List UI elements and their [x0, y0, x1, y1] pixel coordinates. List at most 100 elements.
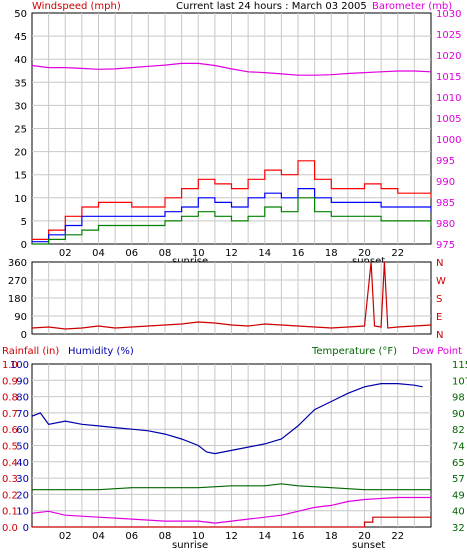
- panel2-grid: [32, 262, 431, 334]
- x-tick-label: 04: [92, 248, 105, 259]
- series-line: [31, 62, 432, 76]
- y-tick-humidity: 70: [16, 409, 29, 420]
- rain-humidity-temp-panel: 02 04 06 08 10 12 14 16 18 20 220.0 0 320.110 400.220…: [2, 346, 467, 551]
- y-tick-rain: 0.4: [2, 458, 18, 469]
- y-tick-temp: 57: [452, 474, 465, 485]
- sunrise-label-3: sunrise: [172, 540, 208, 551]
- y-tick-humidity: 60: [16, 425, 29, 436]
- y-tick-temp: 90: [452, 409, 465, 420]
- y-tick-humidity: 10: [16, 507, 29, 518]
- x-tick-label: 12: [225, 531, 238, 542]
- y-tick-rain: 0.8: [2, 393, 18, 404]
- y-tick-left: 180: [8, 294, 27, 305]
- panel1-series: [31, 62, 432, 245]
- y-tick-left: 30: [14, 101, 27, 112]
- x-tick-label: 18: [325, 248, 338, 259]
- series-line: [31, 261, 432, 330]
- y-tick-left: 360: [8, 258, 27, 269]
- y-tick-right: 975: [436, 240, 455, 251]
- humidity-label: Humidity (%): [68, 346, 134, 357]
- y-tick-left: 5: [21, 217, 27, 228]
- y-tick-left: 25: [14, 125, 27, 136]
- panel3-series: [31, 383, 431, 528]
- y-tick-right: 1030: [436, 9, 461, 20]
- x-tick-label: 20: [358, 248, 371, 259]
- x-tick-label: 22: [391, 531, 404, 542]
- y-tick-humidity: 40: [16, 458, 29, 469]
- y-tick-right: 1000: [436, 135, 461, 146]
- y-tick-temp: 40: [452, 507, 465, 518]
- y-tick-temp: 82: [452, 425, 465, 436]
- y-tick-temp: 65: [452, 458, 465, 469]
- y-tick-right: 1025: [436, 30, 461, 41]
- series-line: [32, 188, 432, 243]
- y-tick-rain: 0.2: [2, 490, 18, 501]
- y-tick-rain: 0.3: [2, 474, 18, 485]
- series-line: [32, 197, 432, 245]
- y-tick-right: E: [436, 312, 442, 323]
- y-tick-left: 50: [14, 9, 27, 20]
- y-tick-left: 35: [14, 78, 27, 89]
- series-line: [32, 483, 431, 491]
- y-tick-humidity: 20: [16, 490, 29, 501]
- panel3-grid: [32, 364, 431, 527]
- x-tick-label: 16: [292, 248, 305, 259]
- y-tick-temp: 115: [452, 360, 467, 371]
- series-line: [32, 160, 432, 240]
- y-tick-rain: 0.1: [2, 507, 18, 518]
- y-tick-humidity: 100: [10, 360, 29, 371]
- y-tick-rain: 0.7: [2, 409, 18, 420]
- temperature-label: Temperature (°F): [311, 346, 397, 357]
- y-tick-rain: 0.6: [2, 425, 18, 436]
- current-label: Current last 24 hours : March 03 2005: [176, 1, 367, 12]
- x-tick-label: 18: [325, 531, 338, 542]
- series-line: [32, 516, 431, 528]
- x-tick-label: 02: [59, 248, 72, 259]
- y-tick-left: 45: [14, 32, 27, 43]
- x-tick-label: 10: [192, 531, 205, 542]
- y-tick-right: 985: [436, 198, 455, 209]
- y-tick-right: 1010: [436, 93, 461, 104]
- y-tick-temp: 107: [452, 376, 467, 387]
- y-tick-temp: 32: [452, 523, 465, 534]
- y-tick-left: 15: [14, 171, 27, 182]
- y-tick-rain: 0.9: [2, 376, 18, 387]
- y-tick-rain: 1.0: [2, 360, 18, 371]
- barometer-label: Barometer (mb): [372, 1, 452, 12]
- y-tick-left: 90: [14, 312, 27, 323]
- windspeed-label: Windspeed (mph): [32, 1, 121, 12]
- y-tick-rain: 0.5: [2, 442, 18, 453]
- rainfall-label: Rainfall (in): [2, 346, 59, 357]
- sunset-label-3: sunset: [352, 540, 385, 551]
- x-tick-label: 12: [225, 248, 238, 259]
- y-tick-right: S: [436, 294, 442, 305]
- x-tick-label: 06: [125, 248, 138, 259]
- y-tick-right: N: [436, 330, 443, 341]
- y-tick-temp: 98: [452, 393, 465, 404]
- x-tick-label: 02: [59, 531, 72, 542]
- series-line: [31, 383, 423, 455]
- y-tick-right: 990: [436, 177, 455, 188]
- x-tick-label: 08: [159, 248, 172, 259]
- x-tick-label: 10: [192, 248, 205, 259]
- y-tick-humidity: 30: [16, 474, 29, 485]
- panel1-grid: [32, 13, 431, 244]
- y-tick-left: 0: [21, 240, 27, 251]
- x-tick-label: 06: [125, 531, 138, 542]
- y-tick-right: N: [436, 258, 443, 269]
- y-tick-temp: 49: [452, 490, 465, 501]
- panel2-series: [31, 261, 432, 330]
- y-tick-right: 980: [436, 219, 455, 230]
- y-tick-humidity: 80: [16, 393, 29, 404]
- y-tick-left: 10: [14, 194, 27, 205]
- y-tick-right: W: [436, 276, 446, 287]
- panel1-ticks: 02 04 06 08 10 12 14 16 18 20 22051015202530354045…: [14, 9, 461, 259]
- y-tick-left: 0: [21, 330, 27, 341]
- dewpoint-label: Dew Point: [412, 346, 462, 357]
- x-tick-label: 14: [258, 531, 271, 542]
- y-tick-humidity: 90: [16, 376, 29, 387]
- x-tick-label: 08: [159, 531, 172, 542]
- y-tick-right: 1020: [436, 51, 461, 62]
